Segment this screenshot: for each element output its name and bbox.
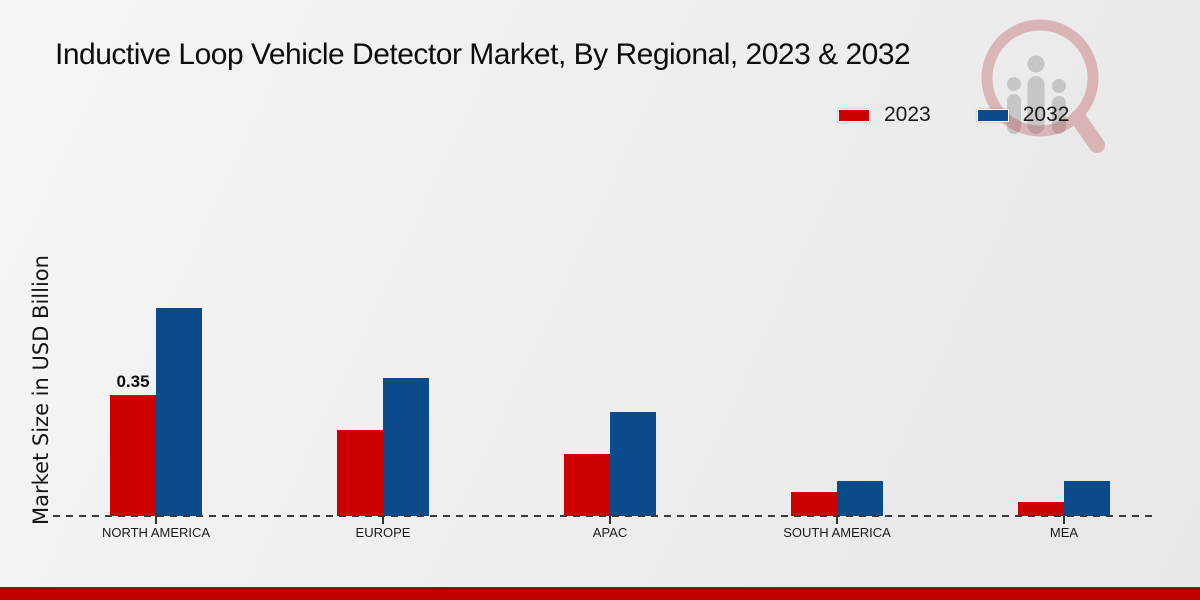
bar-2032-europe (383, 377, 429, 516)
category-label-mea: MEA (1049, 525, 1079, 540)
bar-2032-north-america (156, 308, 202, 516)
legend: 2023 2032 (838, 103, 1069, 127)
watermark-figure-bar (1007, 94, 1021, 134)
bar-2023-mea (1018, 502, 1064, 516)
watermark-figure-bar (1027, 76, 1045, 134)
bar-2023-apac (564, 453, 610, 516)
x-axis-baseline (53, 515, 1158, 517)
axis-tick (609, 516, 611, 524)
watermark-figure-bar (1052, 96, 1066, 134)
legend-item-2023: 2023 (838, 103, 931, 127)
legend-item-2032: 2032 (976, 103, 1070, 127)
watermark-logo (981, 19, 1105, 153)
legend-label-2032: 2032 (1022, 103, 1070, 126)
magnifier-ring-icon (981, 19, 1099, 137)
bar-2023-south-america (791, 491, 837, 516)
watermark-figure-head (1007, 77, 1021, 91)
axis-tick (382, 516, 384, 524)
legend-swatch-2023 (838, 108, 870, 122)
legend-swatch-2032 (976, 108, 1009, 122)
footer-accent-bar (0, 587, 1200, 600)
watermark-figure-head (1027, 55, 1045, 73)
bar-value-label: 0.35 (116, 371, 150, 391)
bar-2032-mea (1064, 481, 1110, 516)
axis-tick (155, 516, 157, 524)
category-label-europe: EUROPE (355, 525, 411, 540)
y-axis-label: Market Size in USD Billion (29, 255, 53, 525)
bar-2023-europe (337, 429, 383, 516)
watermark-figure-head (1052, 79, 1066, 93)
axis-tick (836, 516, 838, 524)
category-label-north-america: NORTH AMERICA (101, 525, 211, 540)
bar-2023-north-america (110, 394, 156, 516)
category-label-apac: APAC (592, 525, 628, 540)
bar-2032-south-america (837, 481, 883, 516)
magnifier-handle-icon (1070, 110, 1105, 153)
axis-tick (1063, 516, 1065, 524)
bar-2032-apac (610, 412, 656, 516)
chart-title: Inductive Loop Vehicle Detector Market, … (55, 38, 911, 71)
category-label-south-america: SOUTH AMERICA (783, 525, 891, 540)
legend-label-2023: 2023 (884, 103, 931, 126)
